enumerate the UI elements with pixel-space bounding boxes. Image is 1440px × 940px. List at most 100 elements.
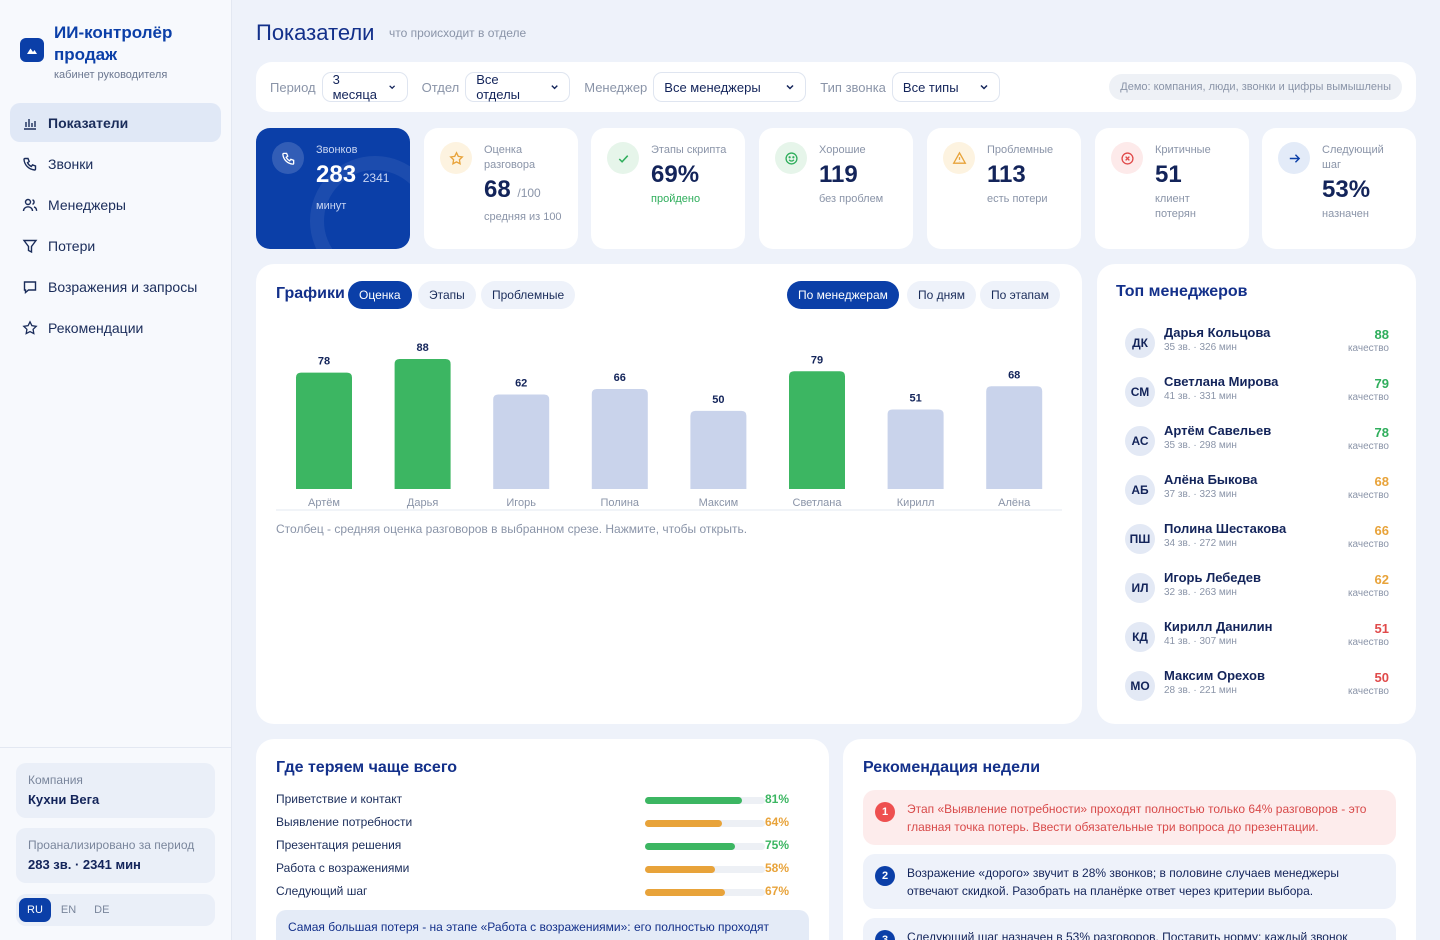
sidebar-item-label: Показатели xyxy=(48,114,129,131)
manager-row[interactable]: МО Максим Орехов 28 зв. · 221 мин 50 качеств… xyxy=(1125,666,1389,710)
kpi-note: назначен xyxy=(1322,208,1369,220)
manager-meta: 35 зв. · 326 мин xyxy=(1164,342,1237,353)
lang-de-button[interactable]: DE xyxy=(94,904,110,916)
bar-category-label: Полина xyxy=(601,497,640,509)
sidebar-item-calls[interactable]: Звонки xyxy=(10,144,221,183)
chevron-down-icon xyxy=(551,85,558,90)
top-managers-panel: Топ менеджеров ДК Дарья Кольцова 35 зв. · … xyxy=(1097,264,1416,724)
sidebar-item-indicators[interactable]: Показатели xyxy=(10,103,221,142)
manager-score: 79 xyxy=(1374,376,1389,391)
tab-stages[interactable]: Этапы xyxy=(418,281,476,309)
top-managers-title: Топ менеджеров xyxy=(1116,283,1248,300)
recommendation-number: 1 xyxy=(875,802,895,822)
call-type-select[interactable]: Все типы xyxy=(891,72,1000,102)
manager-select[interactable]: Все менеджеры xyxy=(653,72,807,102)
users-icon xyxy=(22,198,38,211)
recommendation-text: Возражение «дорого» звучит в 28% звонков… xyxy=(907,866,1339,898)
phone-icon xyxy=(23,157,37,171)
sidebar-item-managers[interactable]: Менеджеры xyxy=(10,185,221,224)
lang-ru-button[interactable]: RU xyxy=(19,898,51,922)
chart-bar[interactable] xyxy=(887,409,944,489)
kpi-next-step-card[interactable]: Следующий шаг 53% назначен xyxy=(1262,128,1416,249)
manager-meta: 34 зв. · 272 мин xyxy=(1164,538,1237,549)
bar-value-label: 68 xyxy=(1008,369,1020,381)
kpi-value: 51 xyxy=(1155,161,1182,188)
loss-row[interactable]: Работа с возражениями 58% xyxy=(276,859,809,879)
manager-score: 68 xyxy=(1374,474,1389,489)
view-by-days[interactable]: По дням xyxy=(907,281,977,309)
sidebar-item-recommendations[interactable]: Рекомендации xyxy=(10,308,221,347)
loss-progress-track xyxy=(645,889,765,896)
chart-bar[interactable] xyxy=(690,410,747,489)
manager-score-label: качество xyxy=(1347,343,1389,354)
manager-row[interactable]: ПШ Полина Шестакова 34 зв. · 272 мин 66 каче… xyxy=(1125,519,1389,563)
tab-problematic[interactable]: Проблемные xyxy=(481,281,576,309)
kpi-critical-card[interactable]: Критичные 51 клиент потерян xyxy=(1095,128,1249,249)
period-select[interactable]: 3 месяца xyxy=(321,72,408,102)
losses-panel: Где теряем чаще всего Приветствие и конт… xyxy=(256,739,829,940)
manager-row[interactable]: ДК Дарья Кольцова 35 зв. · 326 мин 88 качест… xyxy=(1125,323,1389,367)
sidebar-item-objections[interactable]: Возражения и запросы xyxy=(10,267,221,306)
loss-row[interactable]: Приветствие и контакт 81% xyxy=(276,790,809,810)
manager-score: 78 xyxy=(1374,425,1389,440)
dept-select[interactable]: Все отделы xyxy=(465,72,571,102)
avatar: АС xyxy=(1125,426,1155,456)
loss-row[interactable]: Презентация решения 75% xyxy=(276,836,809,856)
kpi-stages-card[interactable]: Этапы скрипта 69% пройдено xyxy=(591,128,745,249)
brand: ИИ-контролёр продаж кабинет руководителя xyxy=(20,22,194,81)
kpi-label: Следующий шаг xyxy=(1322,144,1384,171)
loss-row[interactable]: Выявление потребности 64% xyxy=(276,813,809,833)
avatar: КД xyxy=(1125,622,1155,652)
warning-icon xyxy=(943,142,975,174)
star-icon xyxy=(440,142,472,174)
manager-score-label: качество xyxy=(1347,392,1389,403)
bar-value-label: 62 xyxy=(515,377,527,389)
kpi-value: 283 xyxy=(316,161,357,188)
chart-bar[interactable] xyxy=(394,359,451,489)
loss-row[interactable]: Следующий шаг 67% xyxy=(276,882,809,902)
demo-badge: Демо: компания, люди, звонки и цифры вым… xyxy=(1109,74,1402,100)
recommendation-item[interactable]: 2 Возражение «дорого» звучит в 28% звонк… xyxy=(863,854,1396,909)
view-by-managers[interactable]: По менеджерам xyxy=(787,281,899,309)
kpi-score-card[interactable]: Оценка разговора 68 /100 средняя из 100 xyxy=(424,128,578,249)
manager-score: 88 xyxy=(1374,327,1389,342)
loss-progress-fill xyxy=(645,843,735,850)
avatar: ИЛ xyxy=(1125,573,1155,603)
avatar: ДК xyxy=(1125,328,1155,358)
brand-subtitle: кабинет руководителя xyxy=(54,69,168,81)
kpi-label: Звонков xyxy=(316,144,358,156)
sidebar-item-losses[interactable]: Потери xyxy=(10,226,221,265)
chart-bar[interactable] xyxy=(493,394,550,489)
manager-row[interactable]: АС Артём Савельев 35 зв. · 298 мин 78 качест… xyxy=(1125,421,1389,465)
chart-bar[interactable] xyxy=(591,389,648,489)
kpi-problem-card[interactable]: Проблемные 113 есть потери xyxy=(927,128,1081,249)
manager-score: 62 xyxy=(1374,572,1389,587)
recommendation-item[interactable]: 3 Следующий шаг назначен в 53% разговоро… xyxy=(863,918,1396,940)
kpi-good-card[interactable]: Хорошие 119 без проблем xyxy=(759,128,913,249)
recommendation-number: 3 xyxy=(875,930,895,940)
sidebar-item-label: Звонки xyxy=(48,155,94,172)
manager-row[interactable]: АБ Алёна Быкова 37 зв. · 323 мин 68 качество xyxy=(1125,470,1389,514)
bar-value-label: 78 xyxy=(318,356,330,368)
chart-bar[interactable] xyxy=(296,372,352,489)
chart-bar[interactable] xyxy=(789,371,845,489)
loss-stage-name: Следующий шаг xyxy=(276,884,368,898)
tab-score[interactable]: Оценка xyxy=(348,281,412,309)
manager-row[interactable]: ИЛ Игорь Лебедев 32 зв. · 263 мин 62 качеств… xyxy=(1125,568,1389,612)
company-value: Кухни Вега xyxy=(28,792,100,807)
losses-alert: Самая большая потеря - на этапе «Работа … xyxy=(276,910,809,940)
brand-logo-icon xyxy=(20,38,44,62)
recommendation-item[interactable]: 1 Этап «Выявление потребности» проходят … xyxy=(863,790,1396,845)
manager-row[interactable]: СМ Светлана Мирова 41 зв. · 331 мин 79 качес… xyxy=(1125,372,1389,416)
manager-row[interactable]: КД Кирилл Данилин 41 зв. · 307 мин 51 качест… xyxy=(1125,617,1389,661)
view-by-stages[interactable]: По этапам xyxy=(980,281,1060,309)
manager-score: 66 xyxy=(1374,523,1389,538)
manager-name: Максим Орехов xyxy=(1164,668,1265,683)
company-label: Компания xyxy=(28,773,83,787)
kpi-value: 119 xyxy=(819,161,858,188)
kpi-label: Оценка разговора xyxy=(484,144,536,171)
lang-en-button[interactable]: EN xyxy=(60,904,77,916)
kpi-calls-card[interactable]: Звонков 283 2341 минут xyxy=(256,128,410,249)
loss-progress-track xyxy=(645,866,765,873)
chart-bar[interactable] xyxy=(986,386,1043,489)
